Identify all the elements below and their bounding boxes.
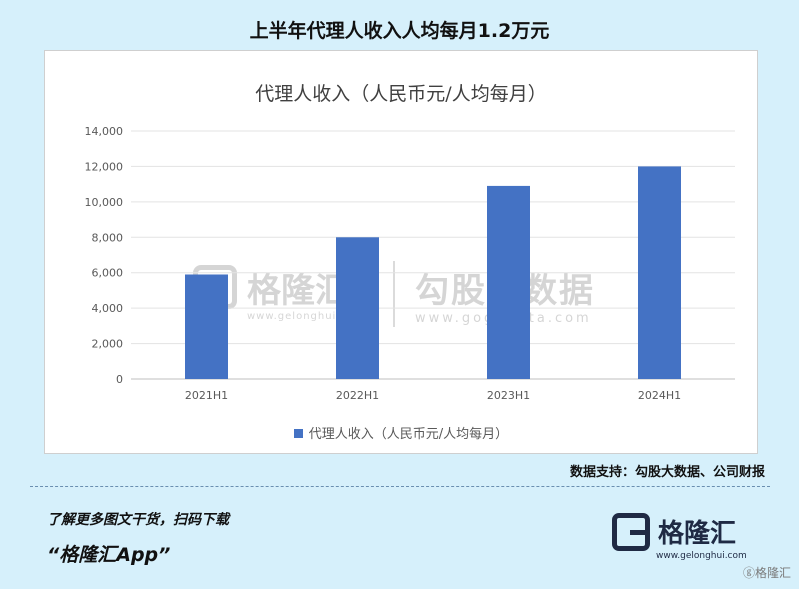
page-title: 上半年代理人收入人均每月1.2万元 (249, 20, 550, 42)
watermark-url-gelonghui: www.gelonghui.com (247, 311, 365, 322)
y-tick-label: 8,000 (92, 231, 124, 244)
bar-2022H1 (336, 237, 379, 379)
bar-2021H1 (185, 274, 228, 379)
bar-chart: 0 2,000 4,000 6,000 8,000 10,000 12,000 14,000 2… (85, 125, 735, 402)
y-tick-label: 2,000 (92, 338, 124, 351)
corner-watermark: ⓖ格隆汇 (742, 566, 791, 580)
legend-swatch (293, 429, 303, 438)
brand-name: 格隆汇 (658, 519, 737, 549)
brand-logo: 格隆汇 www.gelonghui.com (612, 511, 762, 563)
y-tick-label: 10,000 (85, 196, 124, 209)
dashed-divider (30, 486, 770, 487)
chart-title: 代理人收入（人民币元/人均每月） (255, 83, 547, 105)
promo-text: 了解更多图文干货，扫码下载 (47, 512, 229, 528)
y-tick-label: 12,000 (85, 160, 124, 173)
source-note: 数据支持：勾股大数据、公司财报 (569, 465, 765, 480)
x-tick-label: 2024H1 (638, 389, 681, 402)
brand-url: www.gelonghui.com (656, 551, 747, 561)
y-tick-label: 0 (116, 373, 123, 386)
y-tick-label: 14,000 (85, 125, 124, 138)
bar-2023H1 (487, 185, 530, 379)
legend-label: 代理人收入（人民币元/人均每月） (308, 427, 509, 442)
y-tick-label: 4,000 (92, 302, 124, 315)
y-tick-label: 6,000 (92, 267, 124, 280)
x-tick-label: 2023H1 (487, 389, 530, 402)
watermark-name-gelonghui: 格隆汇 (247, 271, 349, 311)
x-tick-label: 2022H1 (336, 389, 379, 402)
x-tick-label: 2021H1 (185, 389, 228, 402)
brand-g-icon (612, 513, 650, 551)
legend: 代理人收入（人民币元/人均每月） (45, 423, 757, 442)
chart-card: 代理人收入（人民币元/人均每月） 格隆汇 www.gelonghui.com 勾… (44, 50, 758, 454)
promo-app-name: “格隆汇App” (47, 544, 171, 566)
watermark-divider (393, 261, 395, 327)
bar-2024H1 (638, 166, 681, 379)
